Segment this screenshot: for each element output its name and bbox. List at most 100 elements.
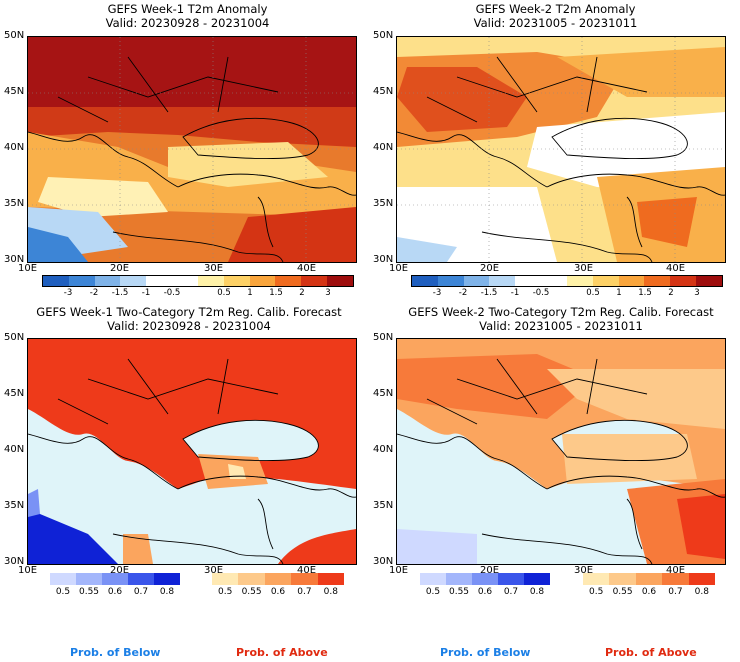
colorbar-swatch bbox=[238, 573, 265, 585]
lon-label: 30E bbox=[574, 263, 594, 274]
prob-above-legend-label: Prob. of Above bbox=[605, 646, 697, 659]
panel1-anomaly-colorbar bbox=[42, 275, 354, 287]
colorbar-swatch bbox=[102, 573, 128, 585]
panel2-title: GEFS Week-2 T2m Anomaly Valid: 20231005 … bbox=[388, 2, 723, 30]
lat-label: 30N bbox=[373, 556, 394, 567]
panel3-prob-below-colorbar bbox=[50, 573, 180, 585]
lat-label: 35N bbox=[373, 198, 394, 209]
lat-label: 40N bbox=[4, 142, 25, 153]
panel3-prob-above-colorbar bbox=[212, 573, 345, 585]
colorbar-tick-label: 0.8 bbox=[323, 587, 338, 597]
colorbar-tick-label: 0.5 bbox=[586, 288, 600, 298]
lon-label: 20E bbox=[110, 565, 130, 576]
colorbar-tick-label: 0.5 bbox=[55, 587, 71, 597]
colorbar-tick-label: 0.5 bbox=[425, 587, 441, 597]
prob-above-legend-label: Prob. of Above bbox=[236, 646, 328, 659]
lon-label: 30E bbox=[204, 263, 224, 274]
colorbar-tick-label: 3 bbox=[325, 288, 331, 298]
colorbar-swatch bbox=[670, 276, 697, 286]
colorbar-swatch bbox=[463, 276, 490, 286]
lat-label: 45N bbox=[4, 388, 25, 399]
panel4-title-line1: GEFS Week-2 Two-Category T2m Reg. Calib.… bbox=[408, 305, 714, 319]
lat-label: 40N bbox=[373, 142, 394, 153]
lon-label: 20E bbox=[480, 565, 500, 576]
lat-label: 45N bbox=[4, 86, 25, 97]
lon-label: 40E bbox=[297, 263, 317, 274]
lat-label: 30N bbox=[4, 556, 25, 567]
colorbar-swatch bbox=[566, 276, 593, 286]
lon-label: 30E bbox=[204, 565, 224, 576]
colorbar-swatch bbox=[223, 276, 250, 286]
colorbar-tick-label: 0.8 bbox=[694, 587, 709, 597]
colorbar-tick-label: 0.7 bbox=[133, 587, 149, 597]
colorbar-swatch bbox=[212, 573, 239, 585]
colorbar-tick-label: 0.7 bbox=[503, 587, 519, 597]
colorbar-swatch bbox=[583, 573, 610, 585]
colorbar-swatch bbox=[146, 276, 173, 286]
lon-label: 20E bbox=[110, 263, 130, 274]
lon-label: 10E bbox=[389, 263, 409, 274]
lon-label: 10E bbox=[18, 565, 38, 576]
prob-below-legend-label: Prob. of Below bbox=[70, 646, 161, 659]
prob-below-legend-label: Prob. of Below bbox=[440, 646, 531, 659]
colorbar-tick-label: 0.55 bbox=[78, 587, 100, 597]
colorbar-swatch bbox=[128, 573, 154, 585]
panel3-probability-map bbox=[27, 338, 357, 565]
colorbar-swatch bbox=[264, 573, 292, 585]
colorbar-tick-label: 0.55 bbox=[448, 587, 470, 597]
lat-label: 50N bbox=[4, 30, 25, 41]
lon-label: 40E bbox=[666, 565, 686, 576]
colorbar-tick-label: -0.5 bbox=[163, 288, 181, 298]
colorbar-tick-label: -3 bbox=[432, 288, 442, 298]
colorbar-tick-label: 0.7 bbox=[668, 587, 683, 597]
panel3-title-line1: GEFS Week-1 Two-Category T2m Reg. Calib.… bbox=[36, 305, 342, 319]
colorbar-tick-label: 0.5 bbox=[589, 587, 604, 597]
colorbar-tick-label: 0.55 bbox=[241, 587, 262, 597]
colorbar-swatch bbox=[437, 276, 464, 286]
panel1-title-line1: GEFS Week-1 T2m Anomaly bbox=[107, 2, 268, 16]
colorbar-swatch bbox=[618, 276, 645, 286]
colorbar-tick-label: 0.55 bbox=[612, 587, 633, 597]
colorbar-tick-label: 0.6 bbox=[270, 587, 286, 597]
lat-label: 35N bbox=[373, 500, 394, 511]
colorbar-tick-label: -1.5 bbox=[111, 288, 129, 298]
colorbar-tick-label: -2 bbox=[458, 288, 468, 298]
lon-label: 10E bbox=[389, 565, 409, 576]
colorbar-swatch bbox=[172, 276, 198, 286]
colorbar-tick-label: 1 bbox=[247, 288, 253, 298]
colorbar-tick-label: 0.8 bbox=[159, 587, 175, 597]
lat-label: 30N bbox=[373, 254, 394, 265]
panel1-anomaly-map bbox=[27, 36, 357, 263]
panel2-anomaly-colorbar bbox=[411, 275, 723, 287]
lat-label: 50N bbox=[4, 332, 25, 343]
colorbar-tick-label: -1 bbox=[141, 288, 151, 298]
colorbar-tick-label: -3 bbox=[63, 288, 73, 298]
colorbar-tick-label: 1.5 bbox=[269, 288, 283, 298]
colorbar-swatch bbox=[301, 276, 328, 286]
colorbar-swatch bbox=[120, 276, 147, 286]
colorbar-swatch bbox=[592, 276, 619, 286]
colorbar-swatch bbox=[76, 573, 102, 585]
panel1-valid-dates: Valid: 20230928 - 20231004 bbox=[105, 16, 270, 30]
colorbar-swatch bbox=[249, 276, 276, 286]
colorbar-tick-label: 2 bbox=[299, 288, 305, 298]
colorbar-tick-label: -0.5 bbox=[532, 288, 550, 298]
panel2-title-line1: GEFS Week-2 T2m Anomaly bbox=[475, 2, 636, 16]
panel4-prob-above-colorbar bbox=[583, 573, 716, 585]
lat-label: 45N bbox=[373, 388, 394, 399]
lat-label: 35N bbox=[4, 500, 25, 511]
colorbar-swatch bbox=[94, 276, 121, 286]
colorbar-swatch bbox=[515, 276, 542, 286]
panel4-valid-dates: Valid: 20231005 - 20231011 bbox=[479, 319, 643, 333]
lat-label: 50N bbox=[373, 30, 394, 41]
colorbar-swatch bbox=[541, 276, 567, 286]
colorbar-swatch bbox=[472, 573, 498, 585]
colorbar-swatch bbox=[644, 276, 671, 286]
colorbar-tick-label: 2 bbox=[668, 288, 674, 298]
colorbar-tick-label: 0.5 bbox=[218, 587, 233, 597]
colorbar-swatch bbox=[412, 276, 438, 286]
colorbar-swatch bbox=[524, 573, 550, 585]
lat-label: 40N bbox=[373, 444, 394, 455]
colorbar-swatch bbox=[498, 573, 524, 585]
lat-label: 30N bbox=[4, 254, 25, 265]
